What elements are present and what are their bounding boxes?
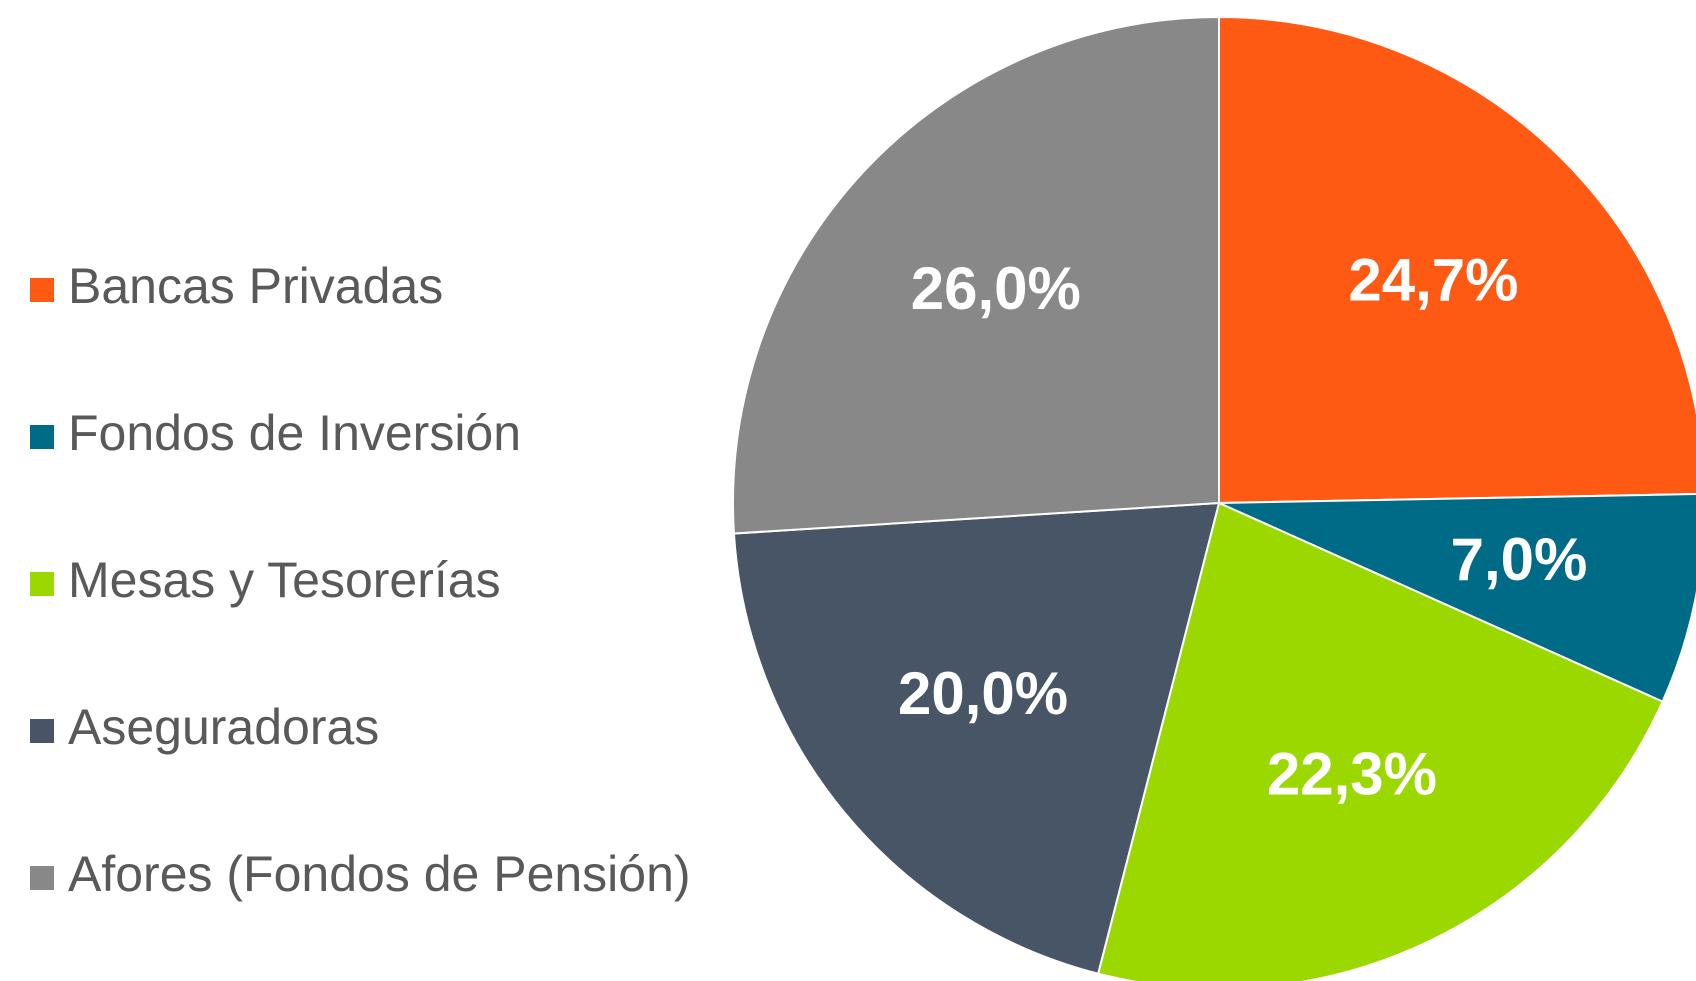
pie-slice (732, 501, 1221, 975)
legend-swatch (30, 278, 54, 302)
pie-slice (1218, 493, 1696, 703)
legend-label: Aseguradoras (68, 699, 379, 755)
value-label: 7,0% (1451, 526, 1588, 593)
legend-label: Bancas Privadas (68, 258, 443, 314)
legend-label: Afores (Fondos de Pensión) (68, 846, 691, 902)
pie-slice (732, 15, 1220, 535)
legend-swatch (30, 572, 54, 596)
value-label: 26,0% (911, 255, 1081, 322)
legend-swatch (30, 425, 54, 449)
legend-swatch (30, 719, 54, 743)
value-label: 24,7% (1348, 246, 1518, 313)
legend-swatch (30, 866, 54, 890)
legend-label: Mesas y Tesorerías (68, 552, 501, 608)
legend-label: Fondos de Inversión (68, 405, 521, 461)
value-label: 22,3% (1267, 741, 1437, 808)
value-label: 20,0% (898, 660, 1068, 727)
pie-slice (1096, 501, 1664, 981)
pie-slice (1218, 15, 1696, 505)
